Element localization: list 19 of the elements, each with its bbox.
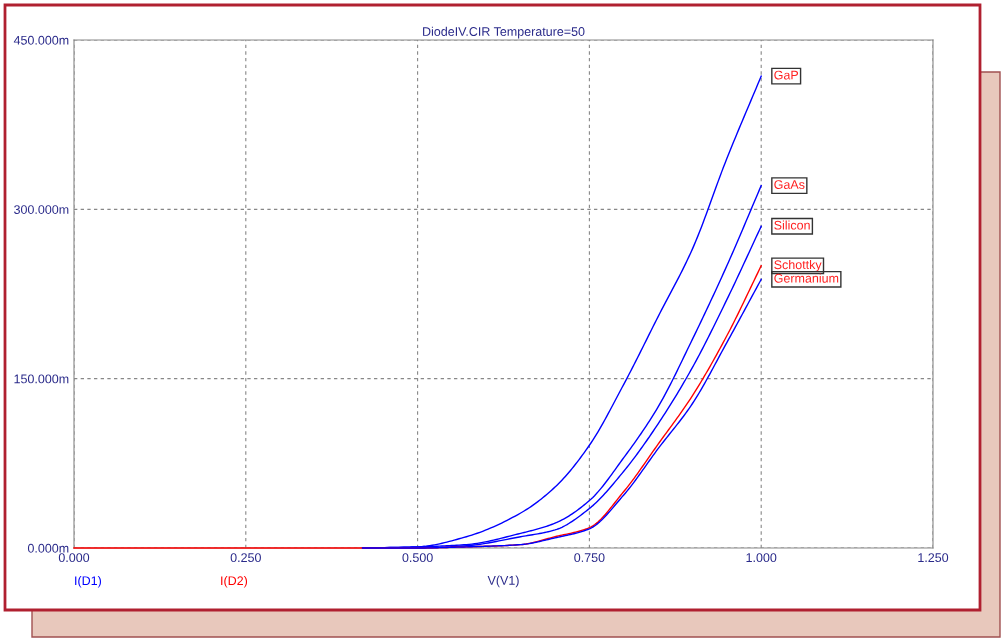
y-tick-label: 450.000m	[13, 35, 69, 45]
series-label: Germanium	[774, 273, 839, 283]
x-tick-label: 0.250	[230, 553, 261, 563]
y-tick-label: 0.000m	[27, 543, 69, 553]
x-tick-label: 1.000	[746, 553, 777, 563]
series-label: GaAs	[774, 180, 805, 189]
x-tick-label: 0.500	[402, 553, 433, 563]
series-label: Silicon	[774, 220, 810, 230]
y-tick-label: 150.000m	[14, 374, 69, 384]
series-label: GaP	[774, 70, 799, 80]
x-tick-label: 0.750	[574, 553, 605, 563]
x-axis-title: V(V1)	[487, 575, 519, 588]
y-tick-label: 300.000m	[14, 205, 69, 214]
series-label: Schottky	[774, 259, 822, 272]
chart-title: DiodeIV.CIR Temperature=50	[423, 26, 585, 39]
x-tick-label: 1.250	[918, 553, 949, 563]
x-tick-label: 0.000	[58, 553, 90, 563]
text: I(D1)	[75, 575, 101, 588]
text: I(D2)	[221, 575, 248, 588]
